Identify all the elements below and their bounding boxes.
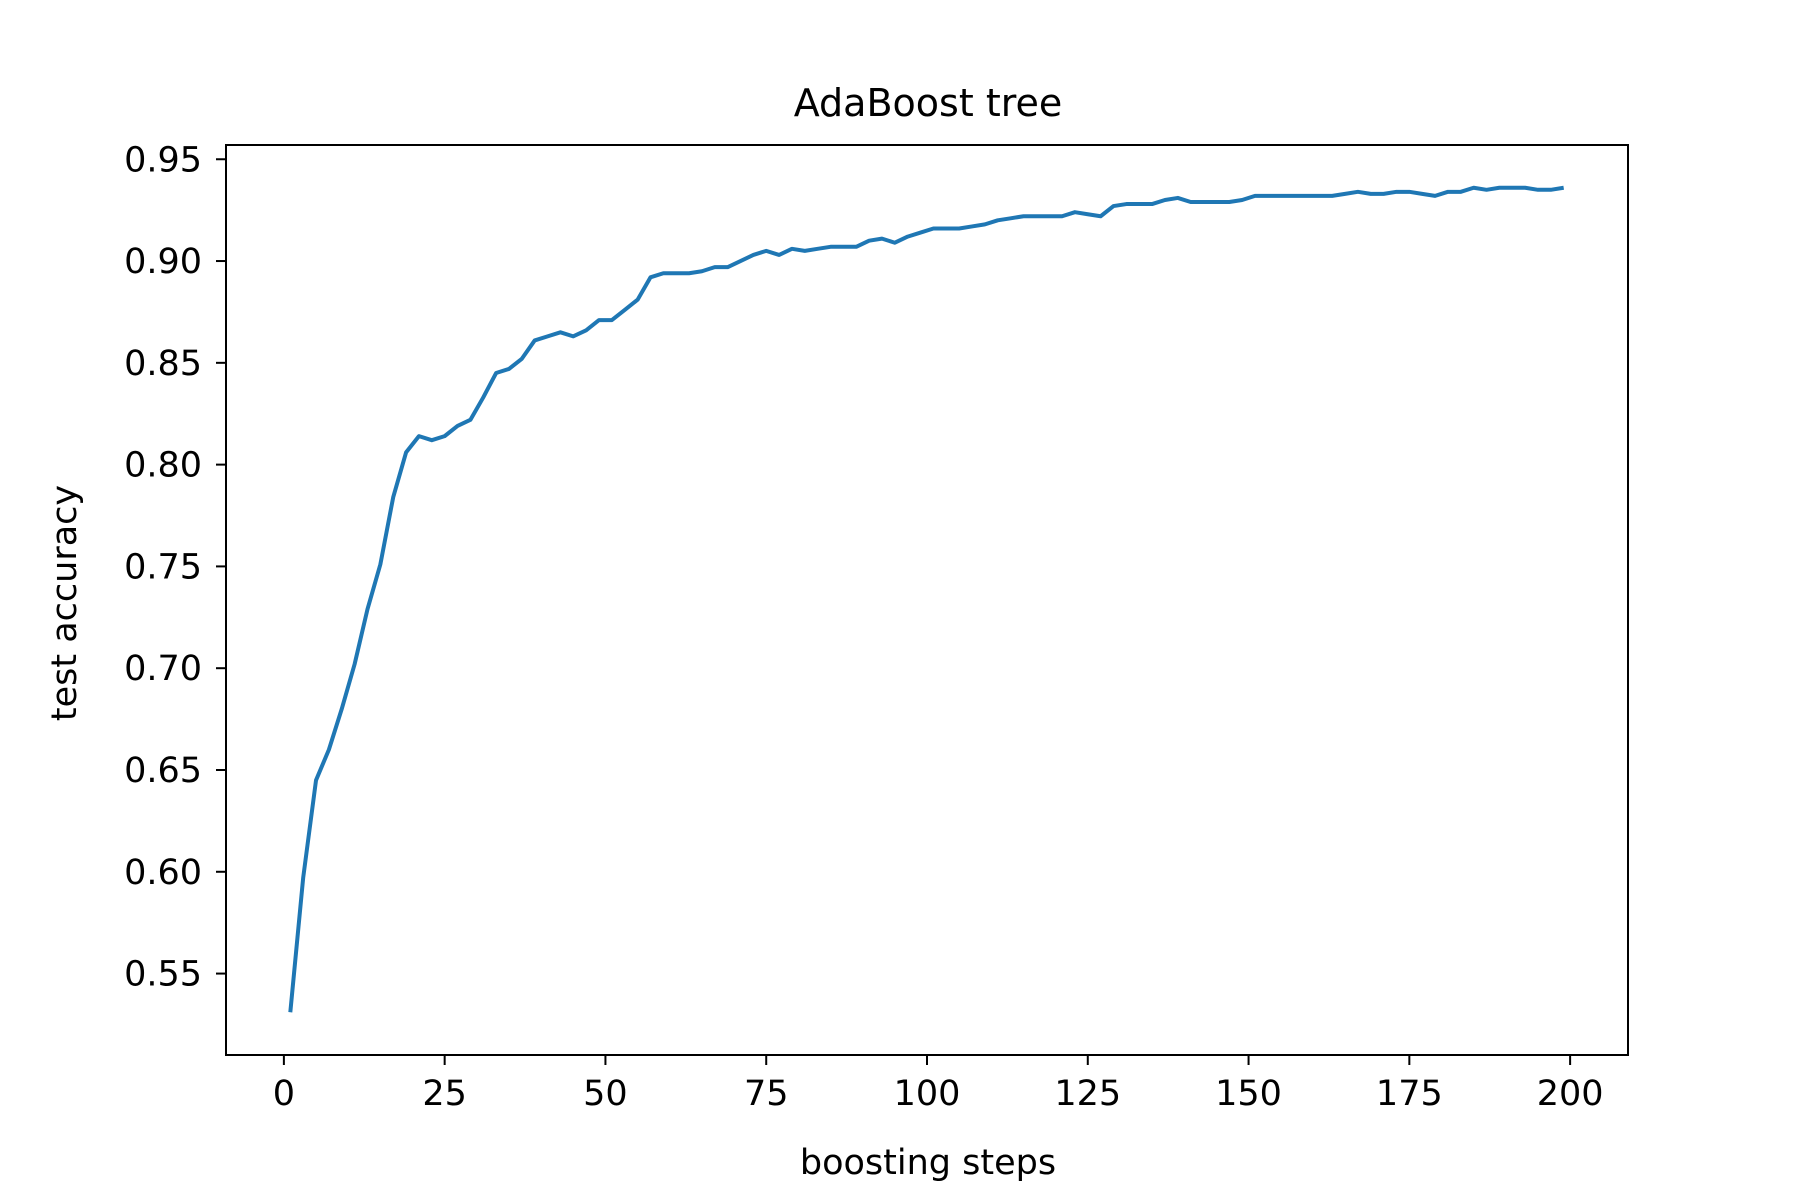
x-tick-label: 0 bbox=[273, 1074, 295, 1114]
y-tick-label: 0.80 bbox=[124, 446, 202, 486]
x-axis-label: boosting steps bbox=[800, 1143, 1056, 1183]
y-tick-label: 0.65 bbox=[124, 751, 202, 791]
x-tick-label: 75 bbox=[744, 1074, 789, 1114]
x-tick-label: 175 bbox=[1376, 1074, 1443, 1114]
x-tick-label: 25 bbox=[422, 1074, 467, 1114]
x-tick-label: 50 bbox=[583, 1074, 628, 1114]
series-line-test-accuracy bbox=[288, 185, 1565, 1013]
x-tick-label: 100 bbox=[894, 1074, 961, 1114]
x-tick-label: 125 bbox=[1054, 1074, 1121, 1114]
y-axis-ticks: 0.55 0.60 0.65 0.70 0.75 0.80 0.85 0.90 0.95 bbox=[124, 140, 226, 995]
y-tick-label: 0.90 bbox=[124, 242, 202, 282]
chart-title: AdaBoost tree bbox=[794, 81, 1063, 125]
y-tick-label: 0.85 bbox=[124, 344, 202, 384]
y-tick-label: 0.70 bbox=[124, 649, 202, 689]
x-axis-ticks: 0 25 50 75 100 125 150 175 200 bbox=[273, 1055, 1604, 1114]
x-tick-label: 150 bbox=[1215, 1074, 1282, 1114]
y-tick-label: 0.75 bbox=[124, 547, 202, 587]
y-axis-label: test accuracy bbox=[45, 485, 85, 721]
x-tick-label: 200 bbox=[1537, 1074, 1604, 1114]
plot-area-frame bbox=[225, 144, 1629, 1056]
y-tick-label: 0.60 bbox=[124, 853, 202, 893]
y-tick-label: 0.55 bbox=[124, 955, 202, 995]
y-tick-label: 0.95 bbox=[124, 140, 202, 180]
